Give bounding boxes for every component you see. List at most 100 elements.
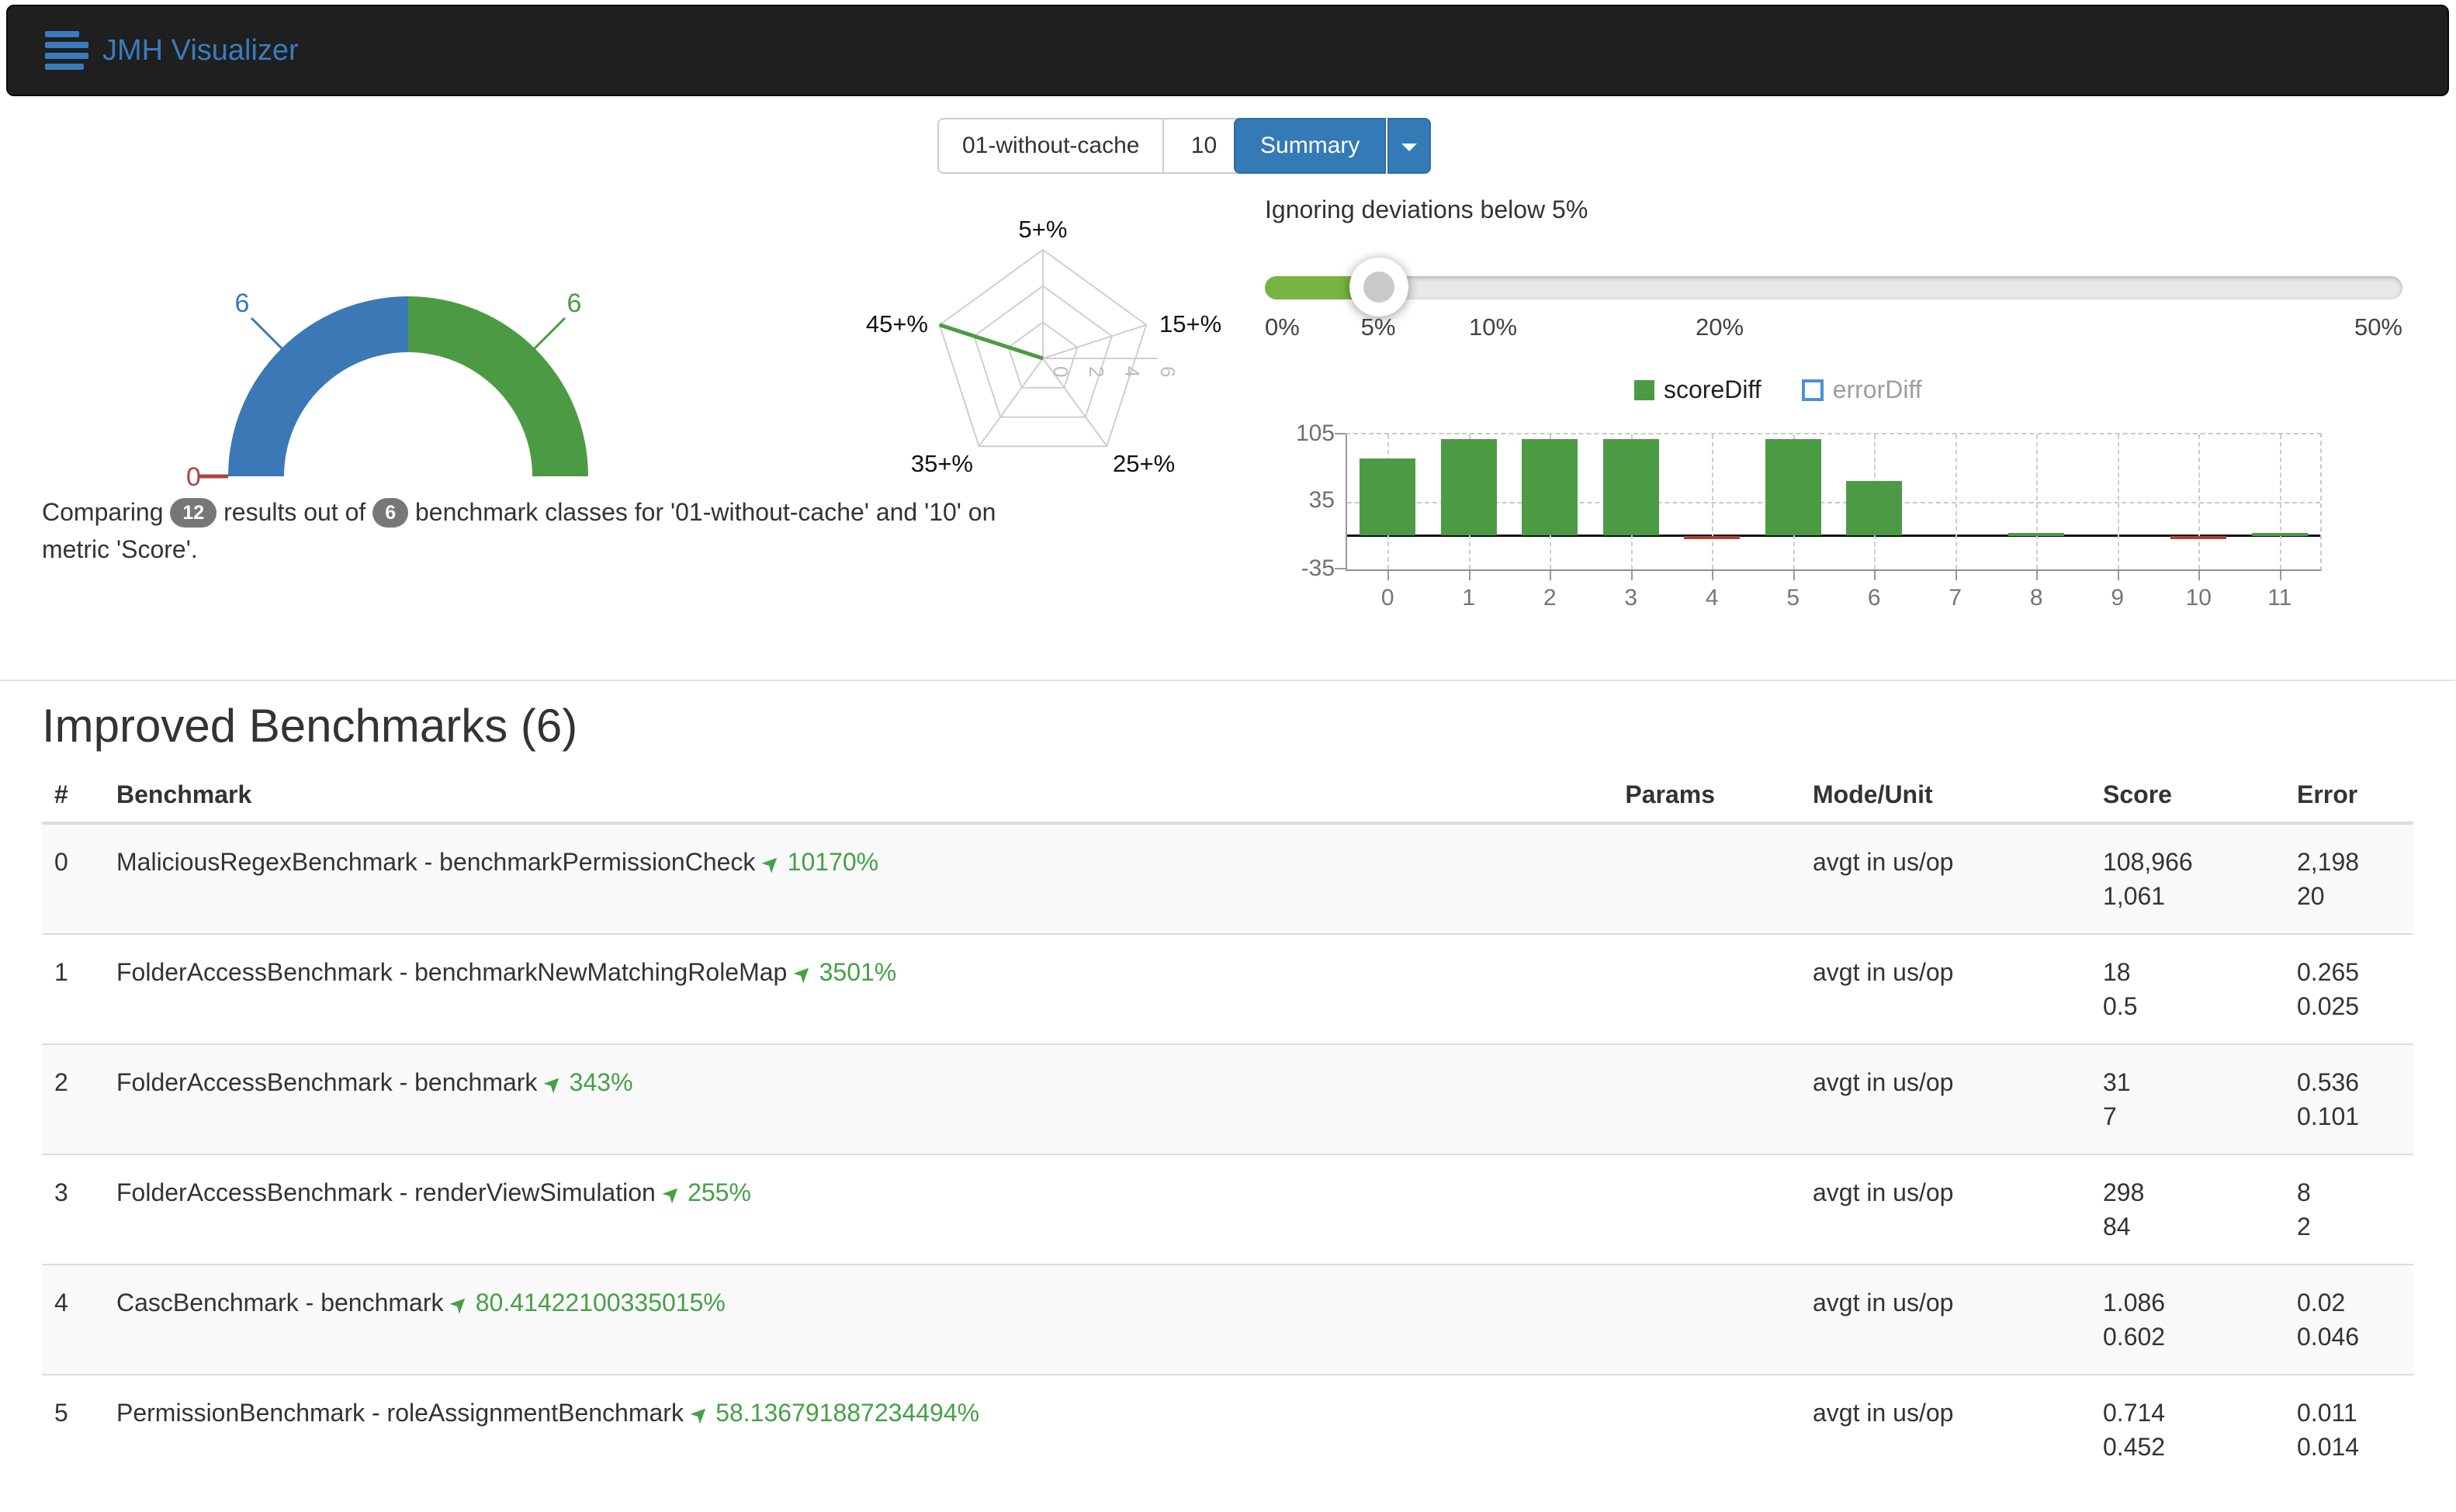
vertical-gridline: [2036, 434, 2039, 569]
hamburger-icon: [45, 31, 88, 70]
table-row[interactable]: 5 PermissionBenchmark - roleAssignmentBe…: [42, 1374, 2413, 1484]
slider-tick-label: 0%: [1265, 313, 1300, 341]
slider-tick-label: 10%: [1468, 313, 1518, 341]
error-cell: 0.536 0.101: [2285, 1043, 2413, 1154]
slider-handle[interactable]: [1349, 258, 1408, 317]
svg-text:4: 4: [1121, 366, 1144, 377]
bar-scorediff-3: [1602, 439, 1659, 536]
summary-dashboard: 01-without-cache 10 Summary 6 6 0 5+% 1: [0, 96, 2455, 680]
benchmark-name: PermissionBenchmark - roleAssignmentBenc…: [116, 1399, 684, 1427]
scorediff-legend-label: scoreDiff: [1664, 375, 1761, 403]
improvement-percent: 58.136791887234494%: [715, 1399, 980, 1427]
gauge-left-leader-line: [250, 317, 296, 363]
params-cell: [1567, 1264, 1800, 1375]
x-axis-label: 2: [1543, 585, 1557, 611]
bar-scorediff-0: [1360, 458, 1416, 536]
benchmark-cell: MaliciousRegexBenchmark - benchmarkPermi…: [104, 822, 1567, 934]
x-axis-tick: [2279, 571, 2281, 580]
summary-dropdown-toggle[interactable]: [1387, 118, 1432, 174]
gauge-left-value: 6: [235, 289, 250, 318]
score-cell: 108,966 1,061: [2091, 822, 2285, 934]
bar-scorediff-6: [1846, 480, 1903, 536]
x-axis-tick: [1630, 571, 1633, 580]
bar-scorediff-10: [2170, 535, 2227, 539]
trend-up-icon: ➤: [788, 958, 818, 988]
gauge-min-label: 0: [186, 462, 201, 492]
gauge-right-value: 6: [567, 289, 582, 318]
results-count-badge: 12: [170, 498, 217, 528]
radar-axis-label: 45+%: [866, 310, 928, 337]
x-axis-label: 10: [2185, 585, 2212, 611]
improvement-percent: 255%: [688, 1178, 751, 1206]
slider-title: Ignoring deviations below 5%: [1265, 195, 1588, 223]
summary-button[interactable]: Summary: [1234, 118, 1387, 174]
deviation-slider-track[interactable]: [1265, 258, 2402, 317]
x-axis-label: 1: [1462, 585, 1476, 611]
svg-text:6: 6: [1156, 366, 1180, 377]
y-axis-label: -35: [1301, 555, 1335, 581]
improvement-percent: 80.41422100335015%: [475, 1289, 726, 1317]
row-index: 1: [42, 933, 104, 1044]
x-axis-label: 3: [1624, 585, 1638, 611]
x-axis-label: 5: [1786, 585, 1800, 611]
benchmark-cell: FolderAccessBenchmark - benchmark ➤ 343%: [104, 1043, 1567, 1154]
error-cell: 0.02 0.046: [2285, 1264, 2413, 1375]
col-header-params: Params: [1567, 768, 1800, 825]
params-cell: [1567, 933, 1800, 1044]
radar-tick-labels: 0 2 4 6: [1049, 366, 1180, 377]
svg-text:2: 2: [1085, 366, 1108, 377]
row-index: 5: [42, 1374, 104, 1484]
params-cell: [1567, 1154, 1800, 1265]
brand-label: JMH Visualizer: [102, 33, 299, 67]
x-axis-tick: [2036, 571, 2039, 580]
vertical-gridline: [1955, 434, 1957, 569]
bar-scorediff-1: [1440, 439, 1497, 536]
x-axis-tick: [1955, 571, 1957, 580]
x-axis-tick: [1712, 571, 1714, 580]
improvement-percent: 3501%: [819, 958, 897, 986]
params-cell: [1567, 1043, 1800, 1154]
bar-scorediff-4: [1684, 535, 1741, 539]
brand-link[interactable]: JMH Visualizer: [45, 31, 299, 70]
y-axis-label: 105: [1295, 420, 1335, 446]
zero-axis-line: [1347, 535, 2320, 538]
comparison-summary-text: Comparing 12 results out of 6 benchmark …: [42, 498, 996, 563]
table-row[interactable]: 0 MaliciousRegexBenchmark - benchmarkPer…: [42, 822, 2413, 934]
mode-unit-cell: avgt in us/op: [1800, 822, 2091, 934]
svg-text:0: 0: [1049, 366, 1072, 377]
improved-benchmarks-title: Improved Benchmarks (6): [42, 700, 578, 752]
table-header-row: # Benchmark Params Mode/Unit Score Error: [42, 768, 2413, 825]
col-header-modeunit: Mode/Unit: [1800, 768, 2091, 825]
bar-scorediff-5: [1765, 439, 1821, 536]
legend-item-scorediff[interactable]: scoreDiff: [1634, 375, 1761, 404]
caret-down-icon: [1401, 144, 1418, 151]
x-axis-tick: [1550, 571, 1552, 580]
table-row[interactable]: 3 FolderAccessBenchmark - renderViewSimu…: [42, 1154, 2413, 1265]
slider-tick-label: 5%: [1360, 313, 1396, 341]
vertical-gridline: [2117, 434, 2119, 569]
table-row[interactable]: 1 FolderAccessBenchmark - benchmarkNewMa…: [42, 933, 2413, 1044]
run-left-button[interactable]: 01-without-cache: [939, 119, 1163, 172]
table-row[interactable]: 4 CascBenchmark - benchmark ➤ 80.4142210…: [42, 1264, 2413, 1375]
trend-up-icon: ➤: [538, 1068, 568, 1099]
x-axis-tick: [1874, 571, 1876, 580]
x-axis-tick: [2198, 571, 2201, 580]
bar-scorediff-11: [2251, 532, 2308, 536]
benchmark-name: FolderAccessBenchmark - benchmark: [116, 1068, 538, 1096]
errordiff-legend-label: errorDiff: [1832, 375, 1922, 403]
y-axis-tick: [1335, 568, 1346, 569]
table-row[interactable]: 2 FolderAccessBenchmark - benchmark ➤ 34…: [42, 1043, 2413, 1154]
x-axis-label: 9: [2111, 585, 2125, 611]
params-cell: [1567, 822, 1800, 934]
slider-tick-label: 50%: [2354, 313, 2402, 341]
bar-plot: 0 1 2 3 4 5 6 7 8 9 10 11: [1346, 433, 2322, 611]
mode-unit-cell: avgt in us/op: [1800, 1264, 2091, 1375]
radar-series-line: [939, 323, 1044, 361]
run-right-button[interactable]: 10: [1162, 119, 1244, 172]
mode-unit-cell: avgt in us/op: [1800, 1043, 2091, 1154]
gridline-35: [1347, 502, 2320, 503]
x-axis-label: 0: [1380, 585, 1394, 611]
score-cell: 0.714 0.452: [2091, 1374, 2285, 1484]
legend-item-errordiff[interactable]: errorDiff: [1801, 375, 1922, 404]
